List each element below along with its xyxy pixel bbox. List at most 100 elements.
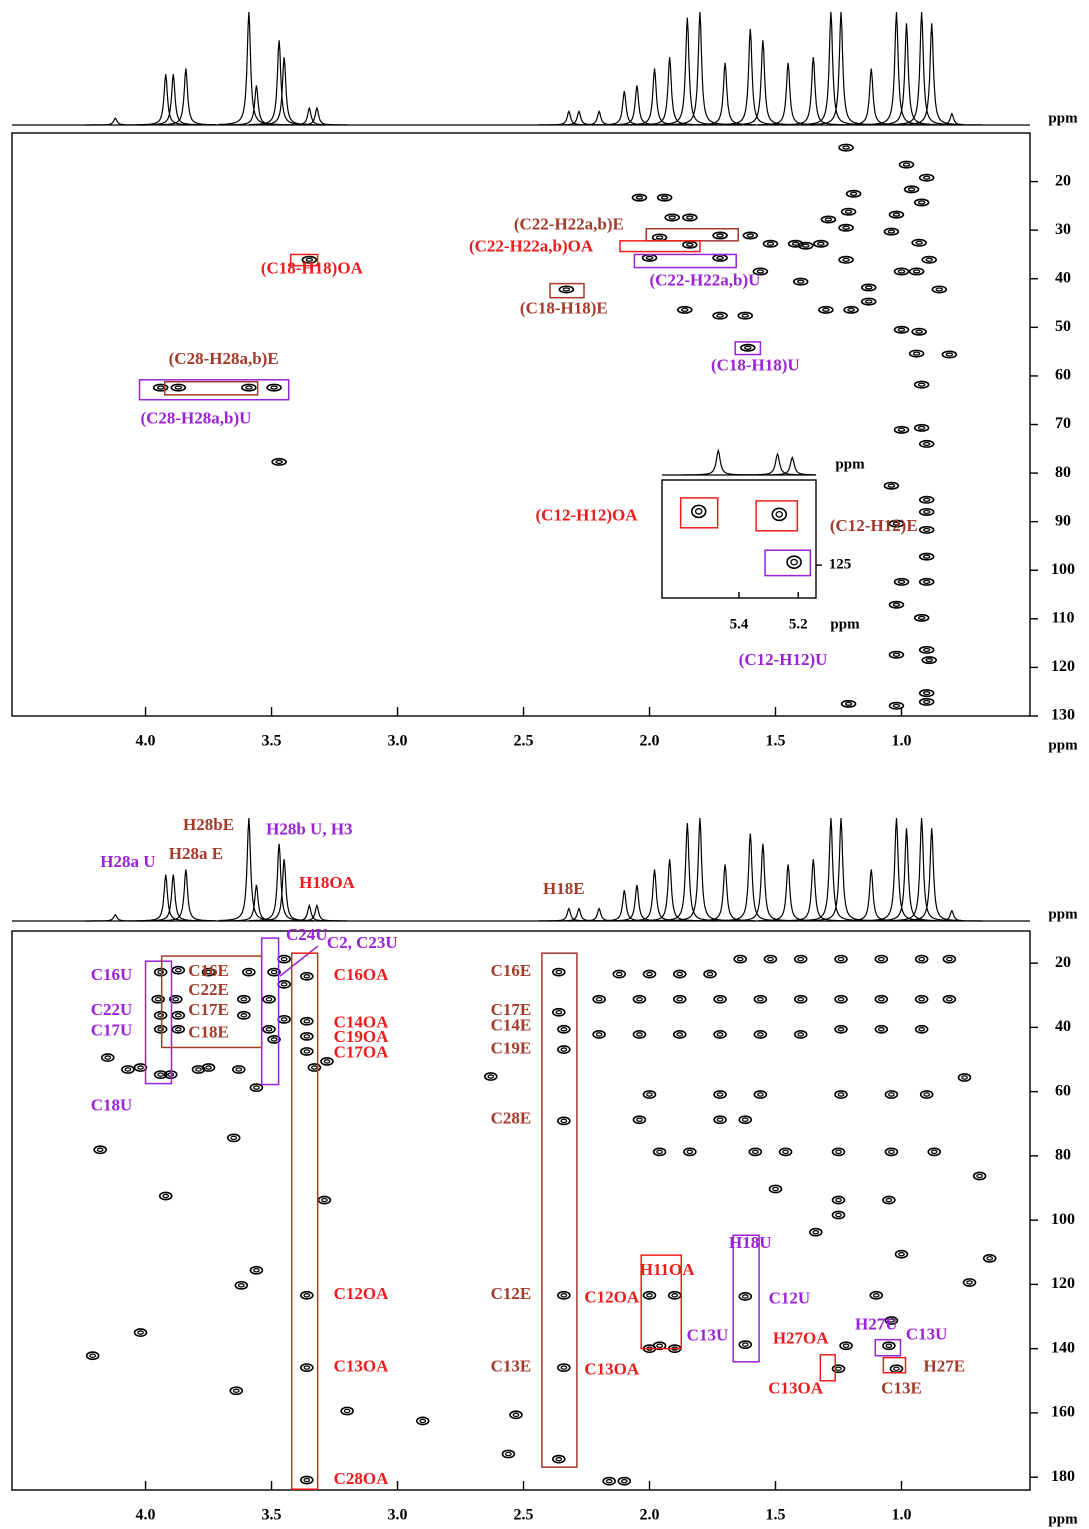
cross-peak [903,185,920,194]
y-tick-label: 60 [1055,367,1071,384]
contour-core [925,257,934,262]
contour-core [555,1456,563,1462]
contour-ring [918,697,935,706]
cross-peak [942,994,957,1004]
contour-core [844,209,853,214]
cross-peak [151,994,165,1004]
contour-ring [913,380,930,389]
contour-core [671,1293,679,1298]
spectrum-peak [286,903,348,922]
cross-peak [713,1030,727,1039]
cross-peak [771,507,788,522]
cross-peak [163,1070,178,1080]
spectrum-axis-label: ppm [1048,906,1078,922]
spectrum-peak [85,117,146,126]
cross-peak [913,380,930,389]
contour-core [89,1353,96,1358]
contour-core [935,287,944,292]
peak-annotation: C18E [188,1022,229,1041]
contour-core [945,352,954,357]
contour-core [918,1027,925,1032]
contour-ring [277,1014,291,1024]
contour-ring [592,1030,606,1039]
cross-peak [672,994,687,1004]
peak-annotation: C28OA [334,1469,390,1488]
cross-peak [831,1364,846,1374]
contour-core [835,1149,842,1155]
contour-core [646,971,653,977]
contour-ring [509,1410,523,1420]
contour-ring [737,311,754,320]
contour-ring [834,1024,848,1034]
contour-ring [918,552,935,561]
cross-peak [913,423,930,432]
contour-core [877,956,885,962]
peak-annotation: (C12-H12)U [739,650,828,669]
contour-ring [874,954,889,964]
cross-peak [742,231,759,240]
contour-ring [262,994,276,1004]
cross-peak [884,1147,899,1157]
cross-peak [242,967,256,977]
contour-core [656,1149,663,1155]
x-axis-label: ppm [1048,737,1078,753]
cross-peak [738,1115,753,1125]
contour-core [230,1135,238,1141]
cross-peak [884,1090,899,1099]
contour-ring [918,173,935,182]
cross-peak [908,267,925,276]
contour-ring [962,1278,977,1287]
cross-peak [100,1053,115,1062]
cross-peak [962,1278,977,1287]
contour-core [741,1117,749,1123]
hsqc-panel: H28a U H28a E H28bE H28b U, H3 H18OA H18E ppm 4… [11,815,1078,1527]
peak-annotation: C12OA [584,1287,640,1306]
spectrum-peak [639,57,700,126]
peak-annotation: C24U [286,925,328,944]
contour-ring [753,1090,768,1099]
cross-peak [834,994,848,1004]
cross-peak [652,1147,667,1157]
contour-ring [884,1147,899,1157]
cross-peak [557,1116,571,1126]
x-tick-label: 5.2 [789,616,808,632]
contour-ring [834,994,848,1004]
contour-ring [672,969,687,979]
spectrum-peak [876,23,937,126]
contour-core [562,287,571,292]
contour-core [245,385,253,390]
contour-core [767,956,774,962]
contour-ring [271,457,287,466]
cross-peak [85,1351,100,1361]
x-axis-label: ppm [830,616,860,632]
contour-ring [860,283,877,292]
contour-core [154,996,162,1002]
contour-core [253,1085,260,1090]
cross-peak [642,1090,657,1099]
cross-peak [171,1010,186,1020]
y-tick-label: 40 [1055,269,1071,286]
y-tick-label: 80 [1055,464,1071,481]
x-tick-label: 3.0 [388,733,408,750]
contour-core [595,1032,603,1037]
contour-core [680,307,689,312]
contour-ring [883,481,900,490]
spectrum-peak [757,864,819,922]
cross-peak [249,1265,264,1275]
contour-core [912,269,921,274]
cross-peak [277,979,291,989]
spectrum-peak [810,817,872,922]
contour-core [157,1027,165,1032]
contour-ring [838,143,854,152]
contour-ring [642,969,657,979]
contour-ring [753,1030,768,1039]
contour-ring [918,495,935,504]
cross-peak [918,439,935,448]
cross-peak [267,967,281,977]
y-tick-label: 20 [1055,172,1071,189]
contour-ring [300,1290,314,1300]
contour-core [303,1477,311,1483]
contour-ring [262,1024,276,1034]
contour-core [487,1074,495,1079]
contour-core [917,615,926,620]
